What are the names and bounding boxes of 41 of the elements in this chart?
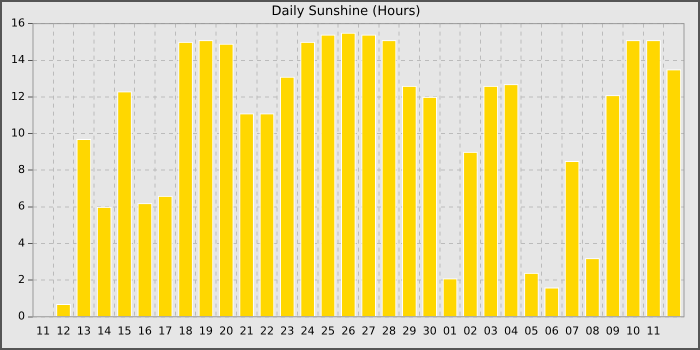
x-tick-label: 16 — [138, 324, 152, 338]
x-tick-label: 10 — [626, 324, 640, 338]
y-tick-label: 8 — [18, 163, 25, 176]
x-tick-label: 02 — [463, 324, 478, 338]
x-tick-label: 04 — [504, 324, 518, 338]
x-tick-label: 07 — [565, 324, 580, 338]
x-tick-label: 24 — [300, 324, 315, 338]
x-tick-label: 11 — [36, 324, 50, 338]
x-tick-label: 17 — [158, 324, 172, 338]
x-tick-label: 30 — [422, 324, 437, 338]
x-tick-label: 28 — [382, 324, 396, 338]
x-tick-label: 13 — [76, 324, 91, 338]
y-tick-label: 0 — [18, 310, 25, 323]
y-tick-label: 16 — [10, 16, 25, 30]
x-tick-label: 18 — [178, 324, 193, 338]
x-tick-label: 03 — [484, 324, 498, 338]
x-tick-label: 08 — [585, 324, 600, 338]
chart-title: Daily Sunshine (Hours) — [272, 4, 420, 20]
x-tick-label: 25 — [320, 324, 335, 338]
y-tick-label: 6 — [18, 200, 25, 213]
x-tick-label: 20 — [219, 324, 234, 338]
x-tick-label: 11 — [646, 324, 660, 338]
x-tick-label: 12 — [56, 324, 71, 338]
x-tick-label: 27 — [362, 324, 376, 338]
x-tick-label: 29 — [402, 324, 416, 338]
x-tick-label: 15 — [118, 324, 132, 338]
x-tick-label: 21 — [240, 324, 254, 338]
y-tick-label: 12 — [10, 90, 25, 103]
x-tick-label: 26 — [341, 324, 356, 338]
y-tick-label: 10 — [10, 126, 25, 140]
x-tick-label: 01 — [443, 324, 458, 338]
y-tick-label: 4 — [18, 236, 25, 250]
x-tick-label: 23 — [280, 324, 294, 338]
x-tick-label: 14 — [97, 324, 112, 338]
x-tick-label: 19 — [198, 324, 213, 338]
x-tick-label: 09 — [606, 324, 620, 338]
x-tick-label: 05 — [524, 324, 538, 338]
y-tick-label: 2 — [18, 273, 25, 286]
x-tick-label: 06 — [544, 324, 559, 338]
x-tick-label: 22 — [260, 324, 274, 338]
y-tick-label: 14 — [10, 53, 25, 66]
